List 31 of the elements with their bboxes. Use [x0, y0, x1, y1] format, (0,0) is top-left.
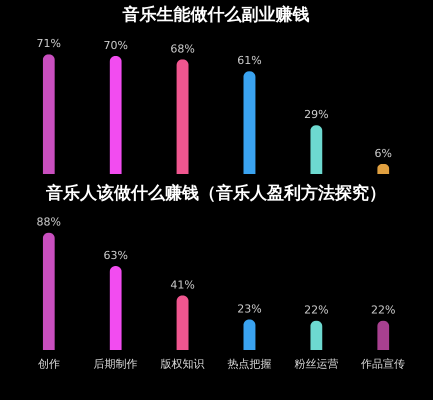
- data-label: 22%: [304, 304, 329, 317]
- data-label: 88%: [36, 216, 61, 229]
- data-label: 6%: [374, 146, 392, 160]
- x-tick-label: 粉丝运营: [294, 358, 338, 370]
- bar: [110, 56, 122, 174]
- x-tick-label: 作品宣传: [360, 358, 406, 370]
- bar: [176, 59, 189, 174]
- data-label: 29%: [304, 108, 329, 122]
- data-label: 23%: [237, 302, 262, 316]
- x-tick-label: 版权知识: [160, 358, 205, 370]
- data-label: 22%: [371, 304, 396, 317]
- data-label: 61%: [237, 54, 262, 68]
- x-tick-label: 热点把握: [227, 358, 272, 370]
- bar: [310, 125, 322, 174]
- bar: [377, 320, 390, 350]
- chart-title: 音乐人该做什么赚钱（音乐人盈利方法探究）: [45, 184, 386, 204]
- bar: [310, 320, 322, 350]
- x-tick-label: 后期制作: [94, 358, 138, 370]
- data-label: 70%: [103, 38, 128, 52]
- bar: [110, 266, 122, 350]
- data-label: 71%: [36, 37, 61, 50]
- data-label: 63%: [103, 249, 128, 262]
- bar: [42, 232, 55, 350]
- bar: [42, 54, 55, 174]
- x-tick-label: 创作: [38, 358, 60, 370]
- chart-title: 音乐生能做什么副业赚钱: [122, 5, 310, 26]
- bar: [243, 71, 256, 174]
- bar: [176, 295, 189, 350]
- bar: [243, 319, 256, 350]
- data-label: 68%: [170, 42, 195, 56]
- data-label: 41%: [170, 278, 195, 292]
